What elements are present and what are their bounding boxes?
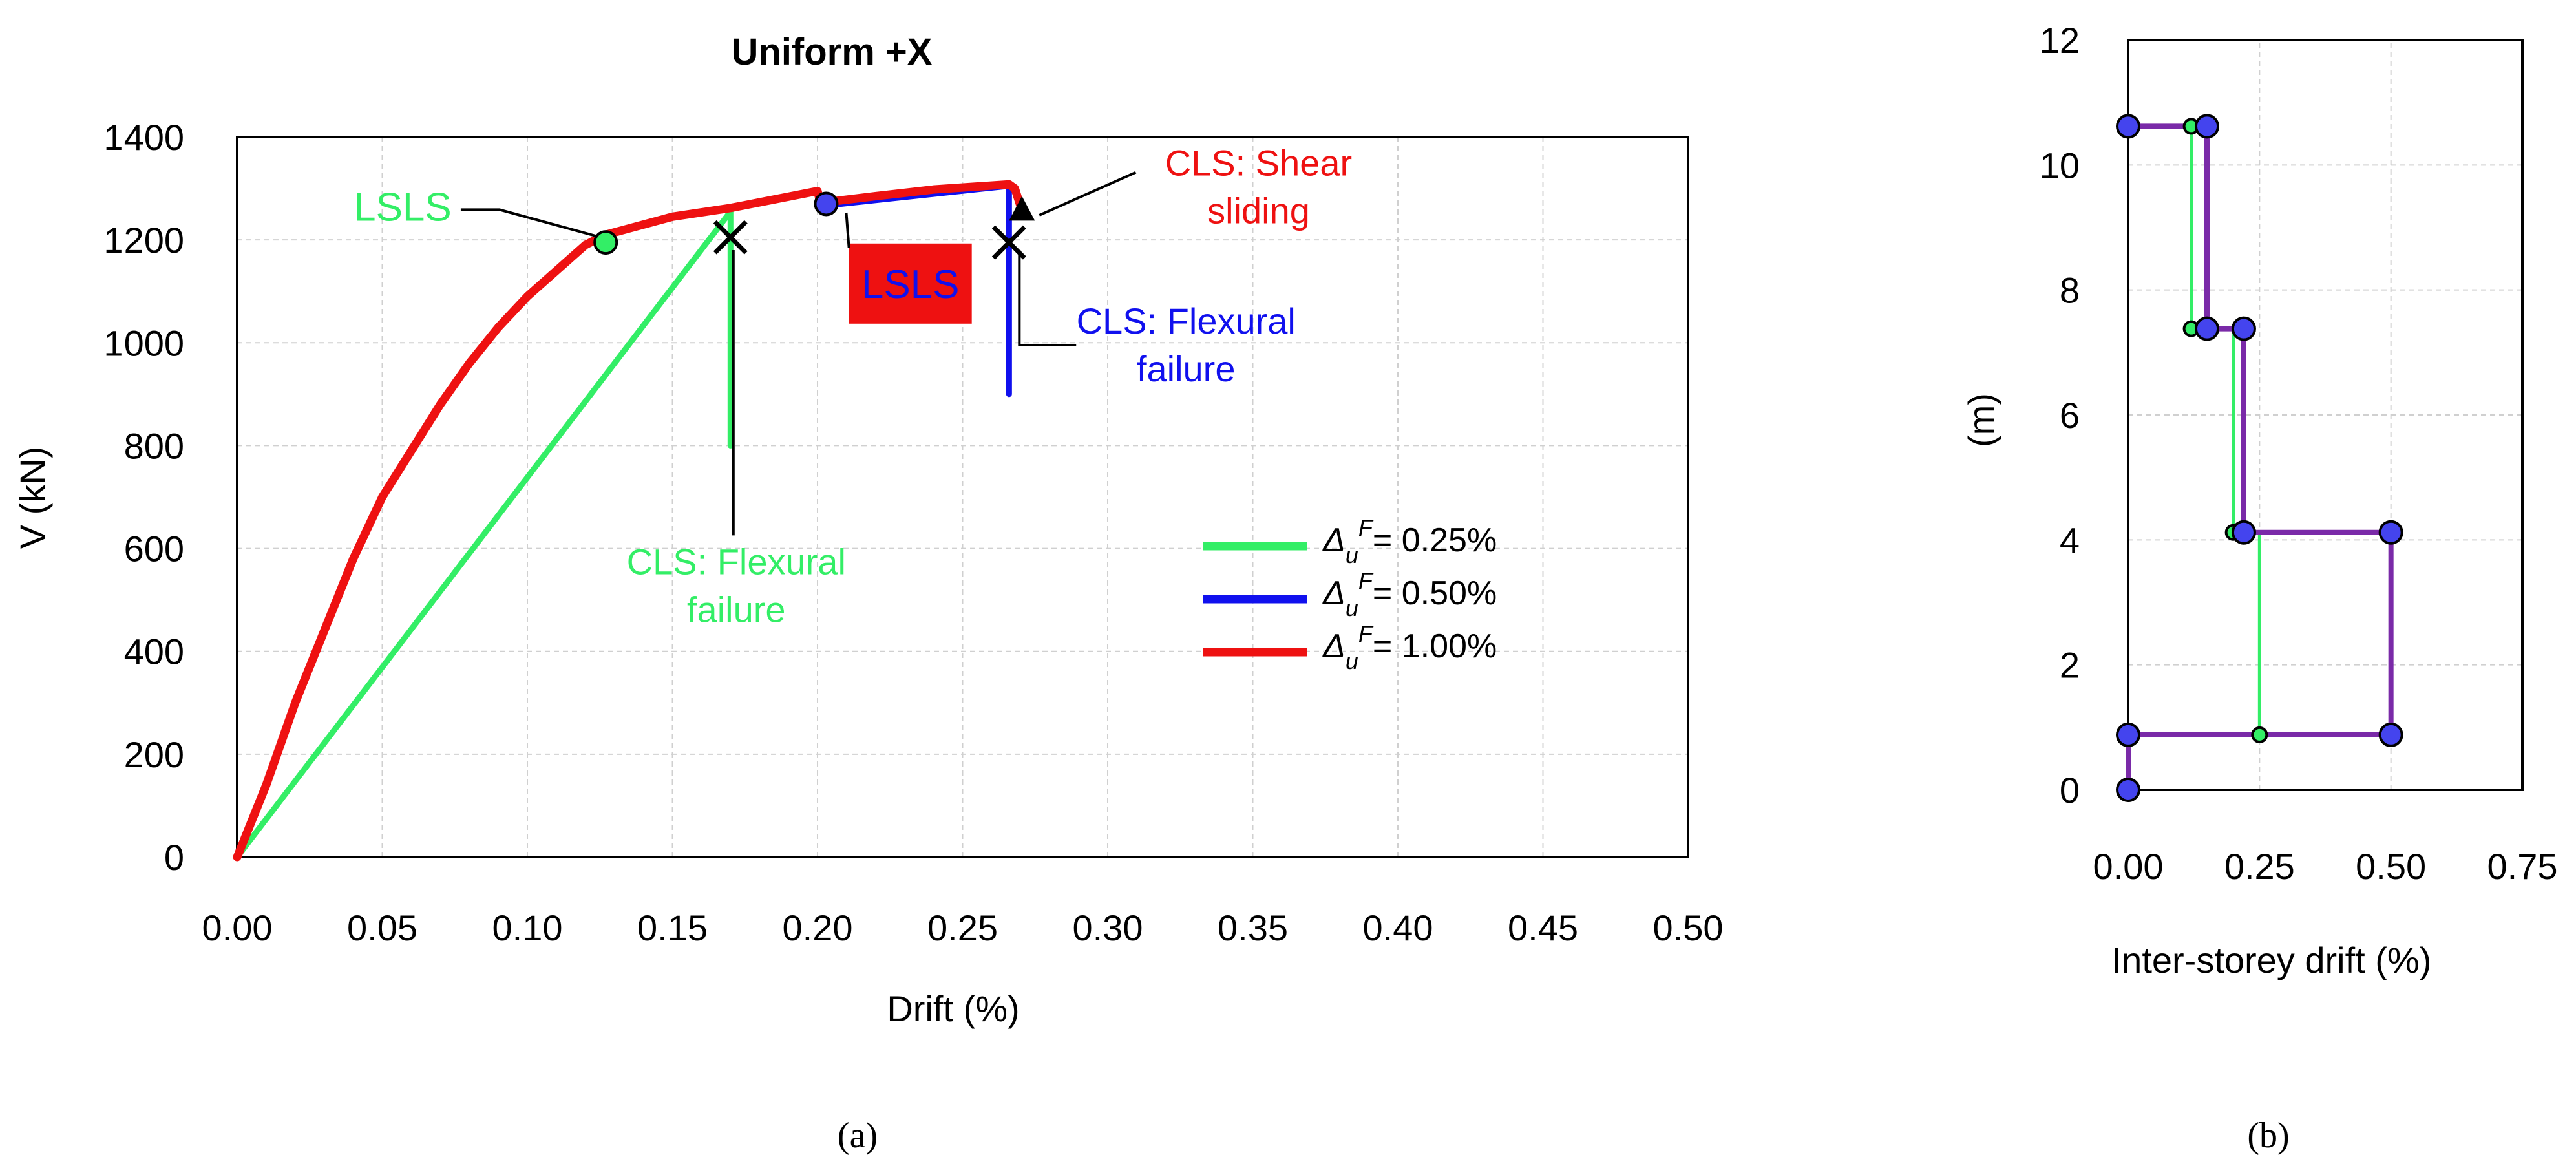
caption-a: (a) xyxy=(838,1116,878,1156)
y-tick-label: 4 xyxy=(2060,520,2080,560)
annotation-label: CLS: Shear xyxy=(1165,143,1353,184)
y-tick-label: 400 xyxy=(124,631,184,672)
y-axis-label: V (kN) xyxy=(12,447,53,549)
y-axis-label: (m) xyxy=(1961,393,2001,447)
x-tick-label: 0.40 xyxy=(1363,907,1433,948)
legend-label: ΔuF= 0.50% xyxy=(1322,567,1497,621)
marker-cross-stroke xyxy=(713,220,748,255)
x-tick-label: 0.15 xyxy=(637,907,708,948)
y-tick-label: 1400 xyxy=(103,117,184,158)
legend-label: ΔuF= 1.00% xyxy=(1322,620,1497,674)
data-point xyxy=(2378,722,2403,747)
y-tick-label: 1000 xyxy=(103,323,184,363)
annotation-box xyxy=(849,243,972,324)
x-tick-label: 0.25 xyxy=(2224,846,2295,887)
annotation-label: LSLS xyxy=(354,185,452,229)
series-line-2 xyxy=(233,180,1025,862)
y-tick-label: 800 xyxy=(124,425,184,466)
series-line-0 xyxy=(234,208,734,860)
plot-frame-b xyxy=(2127,39,2524,791)
x-axis-label: Inter-storey drift (%) xyxy=(2112,940,2432,980)
y-tick-label: 600 xyxy=(124,529,184,569)
legend-label: ΔuF= 0.25% xyxy=(1322,514,1497,568)
data-point xyxy=(2195,114,2219,139)
data-point xyxy=(2378,520,2403,545)
marker-cross-stroke xyxy=(991,225,1026,260)
legend-value: = 1.00% xyxy=(1373,628,1497,665)
marker-cross xyxy=(991,225,1026,260)
y-tick-label: 1200 xyxy=(103,220,184,260)
legend-subscript: u xyxy=(1346,648,1358,674)
legend-symbol: Δ xyxy=(1322,575,1346,612)
x-tick-label: 0.45 xyxy=(1508,907,1578,948)
data-point xyxy=(2251,726,2268,743)
annotation-leader xyxy=(1018,250,1077,346)
y-tick-label: 10 xyxy=(2040,145,2080,186)
legend-symbol: Δ xyxy=(1322,522,1346,559)
marker-cross xyxy=(713,220,748,255)
legend-superscript: F xyxy=(1358,514,1374,541)
data-point xyxy=(2116,778,2140,802)
annotation-leader xyxy=(1039,171,1137,217)
x-tick-label: 0.75 xyxy=(2487,846,2558,887)
legend-value: = 0.25% xyxy=(1373,522,1497,559)
y-tick-label: 8 xyxy=(2060,270,2080,311)
y-tick-label: 2 xyxy=(2060,645,2080,686)
x-tick-label: 0.20 xyxy=(783,907,853,948)
plot-frame-a xyxy=(236,136,1689,858)
y-tick-label: 6 xyxy=(2060,395,2080,436)
x-tick-label: 0.05 xyxy=(347,907,417,948)
x-tick-label: 0.50 xyxy=(1653,907,1724,948)
data-point xyxy=(2231,316,2256,341)
marker-triangle xyxy=(1009,196,1035,221)
y-tick-label: 0 xyxy=(2060,770,2080,811)
marker-circle xyxy=(814,191,839,217)
legend-value: = 0.50% xyxy=(1373,575,1497,612)
data-point xyxy=(2195,316,2219,341)
data-point xyxy=(2116,722,2140,747)
annotation-label: sliding xyxy=(1207,191,1310,231)
legend-superscript: F xyxy=(1358,567,1374,594)
annotation-leader xyxy=(845,212,850,248)
x-tick-label: 0.30 xyxy=(1073,907,1143,948)
annotation-label: failure xyxy=(1137,348,1236,389)
x-tick-label: 0.50 xyxy=(2356,846,2426,887)
data-point xyxy=(2116,114,2140,139)
annotation-label: CLS: Flexural xyxy=(627,541,846,582)
series-line-0 xyxy=(2126,124,2261,790)
legend-superscript: F xyxy=(1358,620,1374,647)
x-axis-label: Drift (%) xyxy=(887,988,1019,1029)
x-tick-label: 0.35 xyxy=(1218,907,1288,948)
annotation-label: CLS: Flexural xyxy=(1077,301,1296,341)
chart-title: Uniform +X xyxy=(732,31,933,73)
legend-subscript: u xyxy=(1346,542,1358,568)
legend-symbol: Δ xyxy=(1322,628,1346,665)
caption-b: (b) xyxy=(2247,1116,2289,1156)
annotation-label: LSLS xyxy=(861,262,960,307)
y-tick-label: 200 xyxy=(124,734,184,775)
x-tick-label: 0.00 xyxy=(202,907,273,948)
data-point xyxy=(2231,520,2256,545)
annotation-label: failure xyxy=(687,589,786,630)
annotation-leader xyxy=(460,208,596,238)
marker-circle xyxy=(593,230,618,255)
x-tick-label: 0.10 xyxy=(492,907,563,948)
y-tick-label: 0 xyxy=(164,837,184,878)
x-tick-label: 0.00 xyxy=(2093,846,2164,887)
y-tick-label: 12 xyxy=(2040,20,2080,61)
x-tick-label: 0.25 xyxy=(927,907,998,948)
legend-subscript: u xyxy=(1346,595,1358,621)
